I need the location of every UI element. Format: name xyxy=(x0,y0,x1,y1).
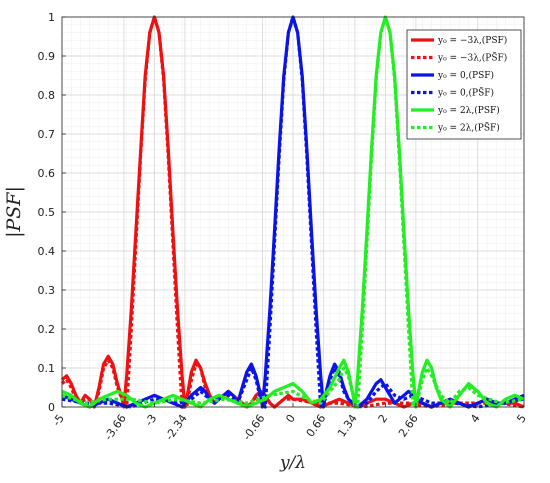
y-tick-label: 0.8 xyxy=(38,89,56,102)
y-tick-label: 0.6 xyxy=(38,167,56,180)
x-tick-label: -3 xyxy=(142,412,159,428)
x-tick-label: -2.34 xyxy=(163,412,190,443)
x-tick-label: 2.66 xyxy=(396,412,421,440)
y-tick-label: 0.4 xyxy=(38,245,56,258)
y-tick-label: 0.2 xyxy=(38,323,56,336)
x-tick-label: 0 xyxy=(283,412,298,425)
legend: y₀ = −3λ,(PSF) y₀ = −3λ,(PS̃F) y₀ = 0,(PSF… xyxy=(406,29,522,140)
x-tick-label: -0.66 xyxy=(240,412,267,443)
x-tick-labels: -5 -3.66 -3 -2.34 -0.66 0 0.66 1.34 2 2.66 4 5 xyxy=(50,403,529,443)
x-tick-label: 1.34 xyxy=(335,412,360,440)
y-tick-label: 0 xyxy=(48,401,55,414)
legend-label: y₀ = 0,(PSF) xyxy=(437,70,494,81)
y-tick-label: 1 xyxy=(48,11,55,24)
x-tick-label: 5 xyxy=(514,412,529,425)
x-axis-title: y/λ xyxy=(279,453,306,473)
y-tick-label: 0.3 xyxy=(38,284,56,297)
legend-label: y₀ = −3λ,(PSF) xyxy=(437,35,507,46)
y-tick-label: 0.7 xyxy=(38,128,56,141)
x-tick-label: -3.66 xyxy=(102,412,129,443)
y-tick-label: 0.1 xyxy=(38,362,56,375)
y-axis-title: |PSF| xyxy=(3,186,25,238)
x-tick-label: 4 xyxy=(468,412,483,425)
x-tick-label: -5 xyxy=(50,412,67,428)
y-tick-label: 0.9 xyxy=(38,50,56,63)
legend-label: y₀ = 2λ,(PSF) xyxy=(437,105,500,116)
legend-label: y₀ = 0,(PS̃F) xyxy=(437,87,494,99)
series-line-4 xyxy=(61,15,525,409)
y-tick-labels: 0 0.1 0.2 0.3 0.4 0.5 0.6 0.7 0.8 0.9 1 xyxy=(38,11,66,414)
x-tick-label: 2 xyxy=(376,412,391,425)
legend-box xyxy=(406,29,522,140)
legend-label: y₀ = −3λ,(PS̃F) xyxy=(437,52,507,64)
series-layer xyxy=(60,15,525,409)
x-tick-label: 0.66 xyxy=(304,412,329,440)
legend-label: y₀ = 2λ,(PS̃F) xyxy=(437,122,500,134)
series-line-2 xyxy=(60,15,525,409)
y-tick-label: 0.5 xyxy=(38,206,56,219)
